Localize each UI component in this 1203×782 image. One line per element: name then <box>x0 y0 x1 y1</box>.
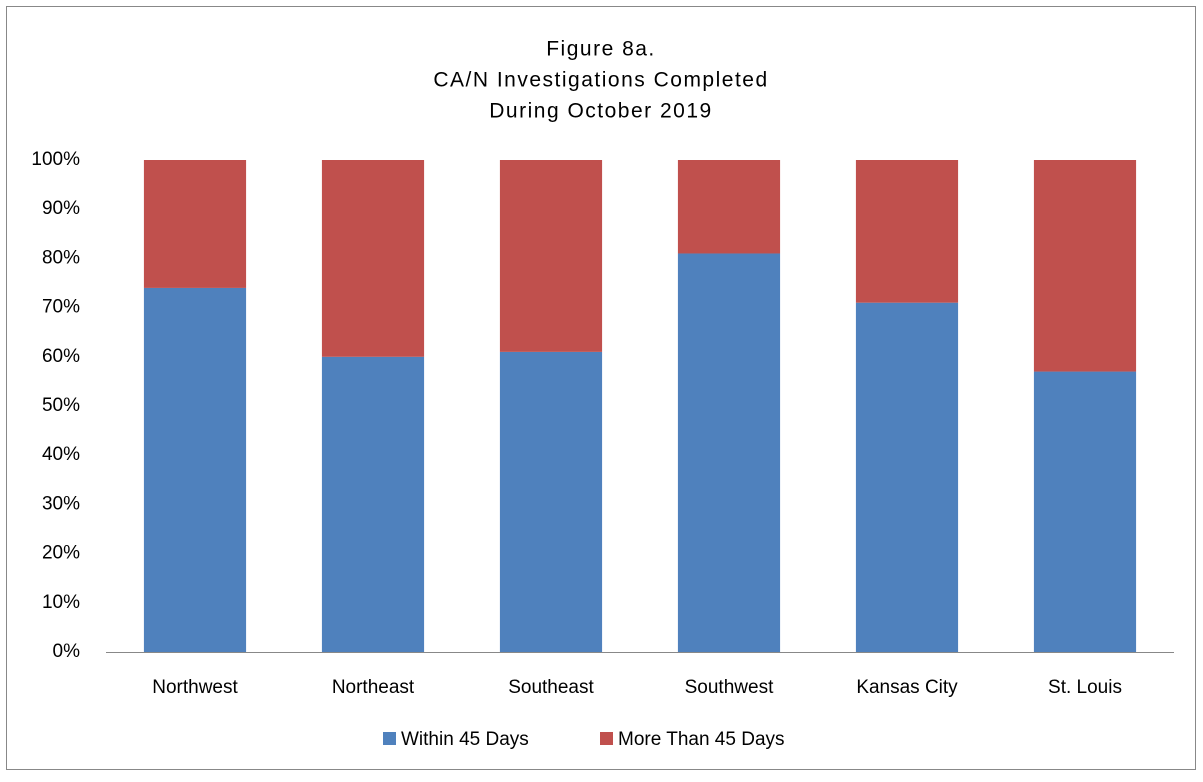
chart-title: During October 2019 <box>489 100 712 123</box>
x-tick-label: St. Louis <box>1048 677 1122 698</box>
bar-segment <box>499 160 603 352</box>
legend-label: More Than 45 Days <box>618 729 785 750</box>
bar-segment <box>1033 160 1137 372</box>
x-tick-label: Northwest <box>152 677 238 698</box>
y-tick-label: 90% <box>42 198 80 219</box>
chart-title: CA/N Investigations Completed <box>433 69 768 92</box>
legend-label: Within 45 Days <box>401 729 529 750</box>
bar-segment <box>321 160 425 357</box>
x-tick-label: Southeast <box>508 677 594 698</box>
y-tick-label: 50% <box>42 395 80 416</box>
bar-segment <box>677 160 781 254</box>
y-tick-label: 10% <box>42 592 80 613</box>
y-tick-label: 60% <box>42 346 80 367</box>
chart-title: Figure 8a. <box>546 38 656 61</box>
y-tick-label: 40% <box>42 444 80 465</box>
bar-segment <box>1033 371 1137 652</box>
x-tick-label: Southwest <box>685 677 774 698</box>
y-tick-label: 80% <box>42 247 80 268</box>
y-tick-label: 70% <box>42 297 80 318</box>
bar-segment <box>321 356 425 652</box>
x-tick-label: Northeast <box>332 677 415 698</box>
y-tick-label: 0% <box>53 641 81 662</box>
x-tick-label: Kansas City <box>856 677 958 698</box>
legend-swatch <box>383 732 396 745</box>
bar-segment <box>677 253 781 653</box>
y-tick-label: 20% <box>42 543 80 564</box>
bar-segment <box>855 160 959 303</box>
y-tick-label: 30% <box>42 493 80 514</box>
bar-segment <box>499 351 603 652</box>
bar-segment <box>143 160 247 288</box>
legend-swatch <box>600 732 613 745</box>
y-tick-label: 100% <box>31 149 80 170</box>
bar-segment <box>143 287 247 652</box>
bar-segment <box>855 302 959 652</box>
